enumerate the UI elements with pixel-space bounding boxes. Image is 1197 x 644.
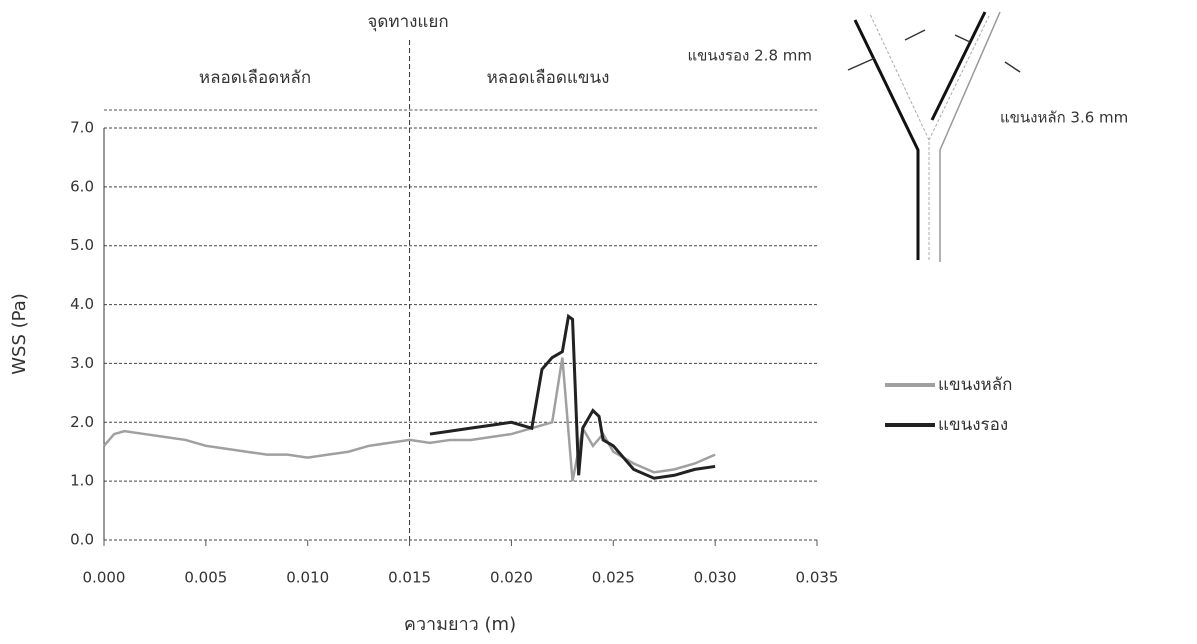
x-tick-label: 0.030 bbox=[694, 569, 737, 587]
x-tick-label: 0.010 bbox=[286, 569, 329, 587]
y-axis-title: WSS (Pa) bbox=[9, 293, 30, 375]
branch-label: แขนงหลัก 3.6 mm bbox=[1000, 109, 1128, 127]
series-line bbox=[103, 357, 716, 482]
y-tick-label: 4.0 bbox=[70, 295, 94, 313]
x-tick-label: 0.025 bbox=[592, 569, 635, 587]
junction-label: จุดทางแยก bbox=[367, 12, 448, 32]
x-tick-label: 0.015 bbox=[388, 569, 431, 587]
region-label: หลอดเลือดหลัก bbox=[199, 68, 311, 88]
legend-label: แขนงรอง bbox=[938, 415, 1008, 435]
y-tick-label: 7.0 bbox=[70, 119, 94, 137]
x-tick-label: 0.005 bbox=[184, 569, 227, 587]
y-tick-label: 5.0 bbox=[70, 236, 94, 254]
branch-label: แขนงรอง 2.8 mm bbox=[687, 47, 812, 65]
vessel-diagram bbox=[847, 11, 1021, 262]
x-axis-title: ความยาว (m) bbox=[404, 614, 516, 635]
region-label: หลอดเลือดแขนง bbox=[487, 68, 610, 88]
x-tick-label: 0.000 bbox=[83, 569, 126, 587]
y-tick-label: 2.0 bbox=[70, 413, 94, 431]
legend-label: แขนงหลัก bbox=[938, 375, 1012, 395]
y-tick-label: 6.0 bbox=[70, 177, 94, 195]
y-tick-label: 3.0 bbox=[70, 354, 94, 372]
y-tick-label: 0.0 bbox=[70, 531, 94, 549]
y-tick-label: 1.0 bbox=[70, 472, 94, 490]
x-tick-label: 0.020 bbox=[490, 569, 533, 587]
series-line bbox=[429, 313, 716, 480]
x-tick-label: 0.035 bbox=[796, 569, 839, 587]
